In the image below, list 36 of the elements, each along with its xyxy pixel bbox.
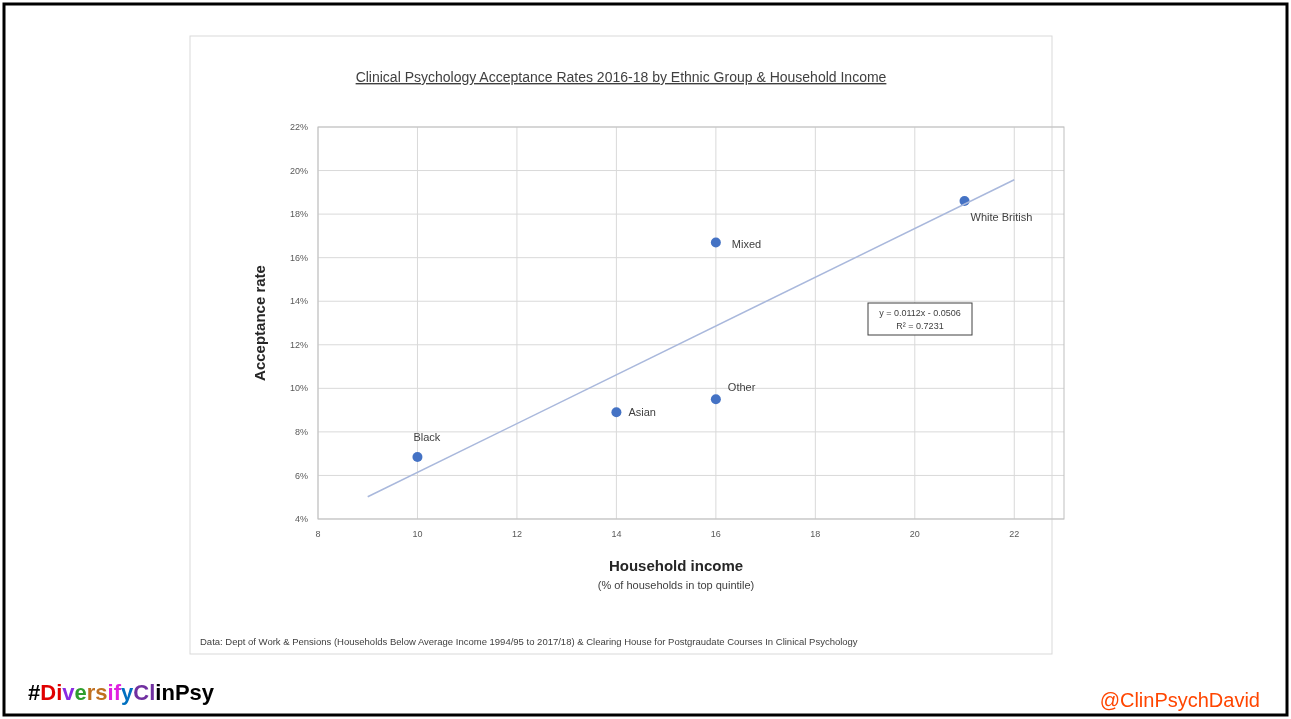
x-tick-label: 10	[412, 529, 423, 539]
annotation: y = 0.0112x - 0.0506	[879, 308, 961, 318]
annotation: White British	[970, 210, 1033, 223]
point	[710, 394, 721, 405]
x-tick-label: 20	[909, 529, 920, 539]
text: Data: Dept of Work & Pensions (Households Below Average Income 1994/95 to 2017/18) & Clearing House for Postgraudate Courses In Clinical Psychology	[200, 636, 858, 647]
y-tick-label: 20%	[289, 165, 308, 176]
y-tick-label: 6%	[294, 470, 308, 481]
annotation: Black	[413, 430, 441, 443]
y-tick-label: 14%	[289, 296, 308, 307]
point	[710, 237, 721, 248]
annotation: Other	[727, 381, 756, 394]
y-tick-label: 22%	[289, 122, 308, 133]
annotation: R² = 0.7231	[896, 321, 944, 331]
x-tick-label: 16	[710, 529, 721, 539]
x-tick-label: 12	[511, 529, 522, 539]
x-tick-label: 18	[810, 529, 821, 539]
text: @ClinPsychDavid	[1099, 689, 1260, 711]
y-tick-label: 16%	[289, 252, 308, 263]
point	[412, 451, 423, 462]
point	[611, 407, 622, 418]
y-tick-label: 12%	[289, 339, 308, 350]
y-axis-title: Acceptance rate	[251, 265, 268, 381]
annotation: Mixed	[731, 238, 762, 251]
annotation: Asian	[628, 406, 656, 419]
x-tick-label: 14	[611, 529, 622, 539]
y-tick-label: 10%	[289, 383, 308, 394]
y-tick-label: 4%	[294, 514, 308, 525]
x-tick-label: 8	[315, 529, 321, 539]
text: #DiversifyClinPsy	[28, 680, 215, 705]
text: (% of households in top quintile)	[597, 579, 755, 591]
y-tick-label: 8%	[294, 427, 308, 438]
y-tick-label: 18%	[289, 209, 308, 220]
chart-title: Clinical Psychology Acceptance Rates 2016-18 by Ethnic Group & Household Income	[355, 69, 887, 85]
x-axis-title: Household income	[608, 557, 744, 574]
x-tick-label: 22	[1009, 529, 1020, 539]
